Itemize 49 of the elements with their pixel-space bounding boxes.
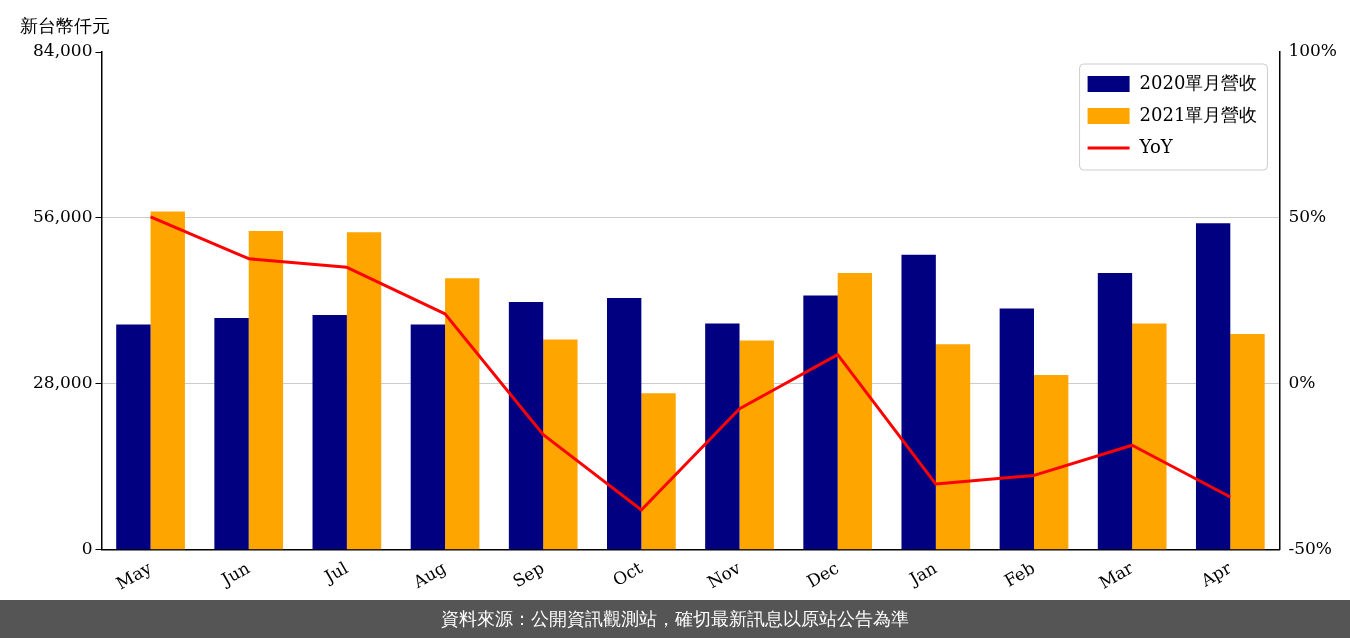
bar [346,232,382,550]
x-tick-label: Jun [216,557,253,591]
x-tick-label: Mar [1095,557,1138,593]
bar [508,302,544,550]
bar [803,295,838,550]
bar [901,254,936,550]
y2-tick-label: 50% [1288,206,1327,227]
x-tick-label: Sep [509,557,548,592]
bar [641,393,676,550]
bar [837,273,873,550]
legend-label: 2021單月營收 [1139,103,1258,125]
bar [1195,223,1231,550]
bar [1034,374,1069,550]
bar [705,323,740,550]
y2-tick-label: 100% [1288,40,1338,61]
y2-tick-label: -50% [1288,538,1332,559]
y-tick-label: 56,000 [33,206,93,227]
y-tick-label: 84,000 [33,40,93,61]
bar [607,297,642,550]
legend-label: YoY [1138,135,1174,157]
x-tick-label: Apr [1196,557,1236,592]
bar [116,324,151,550]
bar [543,339,578,550]
bar [150,211,185,550]
x-tick-label: Jul [319,557,352,588]
bar [935,344,971,550]
x-tick-label: Dec [803,557,842,592]
bar [1230,334,1265,550]
bar [1132,323,1167,550]
bar [248,230,284,550]
source-note: 資料來源：公開資訊觀測站，確切最新訊息以原站公告為準 [0,600,1350,638]
x-tick-label: Jan [904,557,941,590]
y-tick-label: 0 [81,538,93,559]
bar [739,340,774,550]
x-tick-label: Oct [609,557,646,591]
bar [312,315,347,550]
bar [1097,273,1133,550]
bar [214,318,249,550]
y-axis-title: 新台幣仟元 [20,14,110,38]
y2-tick-label: 0% [1288,372,1316,393]
x-tick-label: Nov [703,557,745,593]
x-tick-label: Feb [1000,557,1039,591]
legend-label: 2020單月營收 [1139,71,1258,93]
bar [445,278,480,550]
y-tick-label: 28,000 [33,372,93,393]
bar [999,308,1034,550]
x-tick-label: May [112,557,156,594]
x-tick-label: Aug [408,557,450,593]
bar [410,324,446,550]
